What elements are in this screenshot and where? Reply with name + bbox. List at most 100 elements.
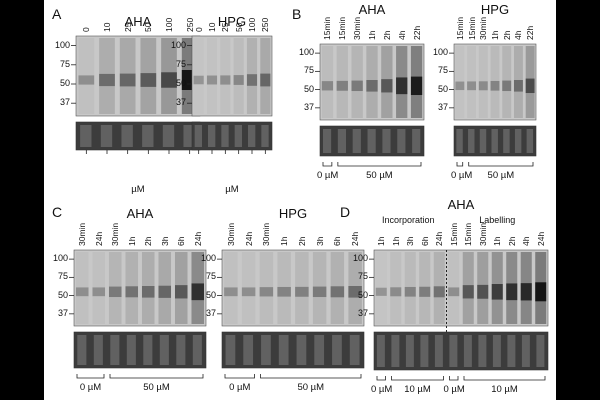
loading-control-lane <box>77 335 87 365</box>
lane-label: 100 <box>247 17 257 32</box>
group-label: 50 µM <box>366 170 393 181</box>
lane-label: 22h <box>411 25 422 40</box>
group-label: 50 µM <box>143 382 170 393</box>
mw-marker-label: 50 <box>57 289 68 300</box>
loading-control-lane <box>142 125 154 147</box>
mw-marker-label: 75 <box>59 58 70 69</box>
blot-membrane <box>373 249 549 327</box>
blot-title: AHA <box>126 206 154 221</box>
blot-title: AHA <box>358 2 386 17</box>
protein-band <box>220 75 231 85</box>
mw-marker-label: 37 <box>57 307 68 318</box>
loading-control-lane <box>243 335 254 365</box>
lane-label: 4h <box>396 30 407 40</box>
loading-control-lane <box>332 335 342 365</box>
loading-control-lane <box>456 129 463 153</box>
lane-label: 25 <box>220 22 231 32</box>
panel-label: A <box>52 6 62 22</box>
mw-marker-label: 50 <box>437 83 448 94</box>
loading-control-lane <box>349 335 360 365</box>
lane-label: 50 <box>143 22 154 32</box>
figure-canvas: A AHA 0 10 25 50 100 250 100 75 50 37 µM HPG 0 10 25 50 10… <box>44 0 556 400</box>
mw-marker-label: 50 <box>59 78 70 88</box>
loading-control-lane <box>391 335 400 367</box>
mw-marker-label: 75 <box>57 271 68 282</box>
loading-control-lane <box>234 125 242 147</box>
group-bracket <box>468 162 534 167</box>
mw-marker-label: 50 <box>175 78 186 88</box>
lane-label: 6h <box>419 236 430 246</box>
mw-marker-label: 75 <box>175 58 186 69</box>
protein-band <box>404 286 416 297</box>
group-label: 0 µM <box>79 382 102 393</box>
group-bracket <box>109 374 204 379</box>
lane-label: 4h <box>521 236 532 246</box>
loading-control-lane <box>468 129 475 153</box>
loading-control-lane <box>143 335 153 365</box>
lane-label: 3h <box>314 236 325 246</box>
loading-control-lane <box>121 125 133 147</box>
loading-control-lane <box>536 335 545 367</box>
lane-label: 25 <box>122 22 133 32</box>
loading-control-lane <box>93 335 103 365</box>
lane-label: 4h <box>513 30 524 40</box>
mw-marker-label: 100 <box>170 39 186 50</box>
protein-band <box>348 286 362 298</box>
lane-label: 1h <box>490 30 500 40</box>
loading-control-lane <box>296 335 307 365</box>
mw-marker-label: 100 <box>298 47 314 58</box>
mw-marker-label: 50 <box>205 289 216 300</box>
protein-band <box>410 76 423 96</box>
blot-title: HPG <box>278 206 308 221</box>
panel-label: C <box>52 204 63 220</box>
protein-band <box>535 282 547 302</box>
loading-control-lane <box>478 335 487 367</box>
protein-band <box>455 81 465 91</box>
lane-label: 1h <box>126 236 137 246</box>
lane-label: 24h <box>93 231 104 246</box>
lane-label: 24h <box>434 231 445 246</box>
mw-marker-label: 37 <box>303 101 314 112</box>
lane-label: 2h <box>296 236 307 246</box>
protein-band <box>75 287 89 297</box>
loading-control-lane <box>463 335 472 367</box>
protein-band <box>366 80 378 92</box>
blot-graphics <box>69 35 549 381</box>
protein-band <box>260 73 271 87</box>
group-label: 10 µM <box>404 384 431 395</box>
protein-band <box>375 287 387 296</box>
protein-band <box>125 286 139 298</box>
lane-label: 24h <box>350 231 361 246</box>
loading-control-lane <box>352 129 361 153</box>
mw-marker-label: 50 <box>303 83 314 94</box>
protein-band <box>161 72 177 88</box>
lane-label: 15min <box>454 16 465 40</box>
mw-marker-label: 75 <box>205 271 216 282</box>
lane-label: 15min <box>322 16 333 40</box>
lane-label: 6h <box>332 236 343 246</box>
loading-control-lane <box>412 129 421 153</box>
group-bracket <box>376 376 386 381</box>
loading-control-lane <box>503 129 510 153</box>
loading-control-lane <box>126 335 136 365</box>
group-label: 0 µM <box>451 170 473 181</box>
mw-marker-label: 100 <box>54 39 70 50</box>
lane-label: 15min <box>448 222 459 246</box>
group-label: 0 µM <box>443 384 465 395</box>
loading-control-lane <box>110 335 120 365</box>
lane-label: 30min <box>352 16 363 40</box>
protein-band <box>206 75 218 85</box>
mw-marker-label: 100 <box>200 253 216 264</box>
group-bracket <box>337 162 422 167</box>
protein-band <box>381 79 393 93</box>
lane-label: 1h <box>376 236 387 246</box>
protein-band <box>336 80 348 91</box>
protein-band <box>92 287 106 297</box>
protein-band <box>490 80 500 91</box>
group-label: 0 µM <box>371 384 393 395</box>
lane-label: 24h <box>535 231 546 246</box>
loading-control-lane <box>521 335 530 367</box>
protein-band <box>158 285 172 298</box>
lane-label: 15min <box>337 16 348 40</box>
loading-control-lane <box>162 125 175 147</box>
